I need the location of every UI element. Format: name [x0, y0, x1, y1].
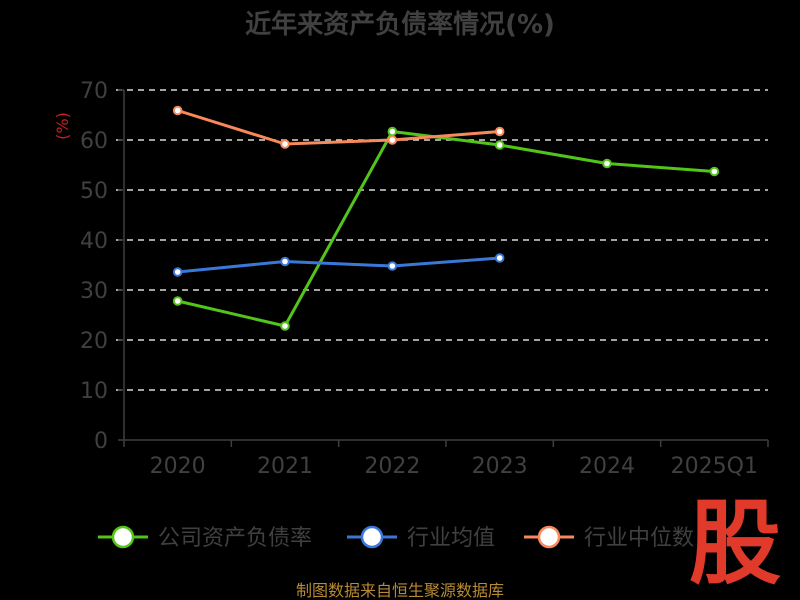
x-tick-label: 2025Q1: [671, 454, 758, 479]
x-tick-label: 2022: [364, 454, 420, 479]
y-tick-label: 50: [80, 179, 108, 204]
legend-item[interactable]: 行业均值: [347, 525, 495, 551]
legend-label: 行业均值: [407, 526, 495, 551]
legend[interactable]: 公司资产负债率 行业均值 行业中位数: [98, 525, 694, 551]
legend-label: 公司资产负债率: [158, 526, 312, 551]
data-point: [494, 253, 505, 263]
y-tick-label: 20: [80, 329, 108, 354]
data-point: [387, 135, 398, 145]
data-point: [494, 126, 505, 137]
x-tick-label: 2024: [579, 454, 635, 479]
y-tick-label: 60: [80, 129, 108, 154]
legend-label: 行业中位数: [584, 526, 694, 551]
series-line: [177, 130, 715, 328]
x-tick-label: 2021: [257, 454, 313, 479]
data-point: [387, 261, 398, 271]
data-point: [709, 166, 720, 177]
y-axis-unit-label: (%): [53, 112, 72, 140]
axes: 0 10 20 30 40 50 60 70 2020 2021 2022 2023 2024 2025Q…: [80, 79, 769, 479]
chart-title: 近年来资产负债率情况(%): [245, 9, 555, 40]
legend-marker: [111, 525, 135, 549]
data-point: [387, 126, 398, 137]
data-point: [172, 267, 183, 277]
data-point: [602, 158, 612, 169]
data-point: [172, 105, 183, 116]
legend-marker: [537, 525, 561, 549]
logo-mark: 股: [689, 489, 781, 597]
series-line: [177, 256, 500, 274]
grid: [116, 89, 768, 391]
series-line: [177, 109, 500, 146]
x-tick-label: 2023: [472, 454, 528, 479]
y-tick-label: 40: [80, 229, 108, 254]
legend-marker: [360, 525, 384, 549]
data-point: [494, 140, 505, 150]
y-tick-label: 10: [80, 379, 108, 404]
data-point: [172, 296, 183, 306]
data-point: [280, 321, 290, 331]
y-tick-label: 30: [80, 279, 108, 304]
y-tick-label: 0: [94, 429, 108, 454]
data-point: [280, 256, 290, 267]
y-tick-label: 70: [80, 79, 108, 104]
source-note: 制图数据来自恒生聚源数据库: [296, 581, 504, 600]
legend-item[interactable]: 行业中位数: [524, 525, 694, 551]
data-point: [280, 139, 290, 149]
legend-item[interactable]: 公司资产负债率: [98, 525, 312, 551]
x-tick-label: 2020: [150, 454, 206, 479]
series-lines: [172, 105, 720, 331]
